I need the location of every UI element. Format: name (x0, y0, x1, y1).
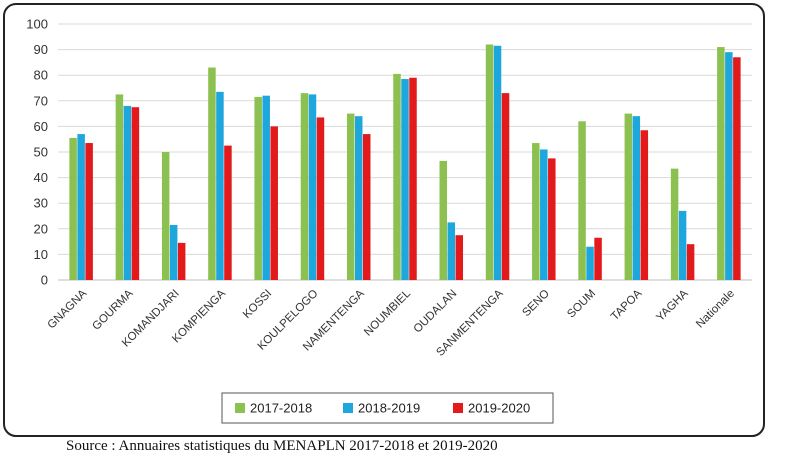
bar (548, 158, 556, 280)
bar (401, 79, 409, 280)
bar (447, 222, 456, 280)
bar (216, 91, 224, 280)
legend-swatch (235, 403, 245, 413)
bar (409, 77, 417, 280)
bar (270, 126, 278, 281)
bar (177, 242, 186, 280)
y-tick-label: 0 (41, 273, 48, 288)
y-tick-label: 90 (34, 42, 48, 57)
y-tick-label: 70 (34, 93, 48, 108)
y-tick-label: 30 (34, 196, 48, 211)
bar (208, 67, 216, 281)
bar (733, 57, 741, 280)
bar (254, 96, 262, 281)
y-tick-label: 20 (34, 221, 48, 236)
bar (686, 244, 695, 280)
legend-entry: 2017-2018 (250, 401, 312, 416)
y-tick-label: 80 (34, 68, 48, 83)
bar (439, 160, 448, 280)
bar (678, 210, 687, 280)
source-note: Source : Annuaires statistiques du MENAP… (66, 438, 498, 454)
bar (485, 44, 494, 281)
bar (640, 130, 649, 280)
bar (717, 47, 725, 280)
bar (308, 94, 317, 281)
legend-entry: 2019-2020 (468, 401, 530, 416)
bar (632, 116, 641, 280)
bar (224, 145, 232, 280)
bar (594, 237, 602, 280)
bar (362, 134, 371, 280)
bar (532, 143, 540, 280)
bar (586, 246, 594, 280)
bar (161, 152, 170, 280)
bar (123, 105, 132, 280)
bar (69, 137, 77, 280)
bars (69, 44, 741, 281)
bar (115, 94, 124, 281)
y-tick-label: 10 (34, 247, 48, 262)
bar (501, 93, 510, 281)
y-tick-label: 40 (34, 170, 48, 185)
bar (346, 113, 355, 280)
y-axis-tick-labels: 0 10 20 30 40 50 60 70 80 90 100 (26, 17, 48, 288)
bar (354, 116, 363, 280)
bar (300, 93, 309, 281)
bar (77, 134, 85, 280)
bar (578, 121, 586, 280)
bar (624, 113, 633, 280)
y-tick-label: 100 (26, 17, 48, 32)
bar (131, 107, 140, 280)
legend: 2017-2018 2018-2019 2019-2020 (221, 392, 554, 424)
legend-swatch (343, 403, 353, 413)
bar (670, 168, 679, 280)
y-tick-label: 50 (34, 145, 48, 160)
bar (393, 73, 401, 280)
bar (493, 45, 502, 281)
legend-box (221, 392, 554, 424)
bar (85, 143, 93, 280)
bar (316, 117, 325, 280)
bar (725, 52, 733, 280)
bar (262, 95, 270, 281)
legend-entry: 2018-2019 (358, 401, 420, 416)
bar (169, 224, 178, 280)
bar (540, 149, 548, 280)
chart-border (3, 3, 765, 437)
legend-swatch (453, 403, 463, 413)
bar (455, 235, 464, 280)
y-tick-label: 60 (34, 119, 48, 134)
